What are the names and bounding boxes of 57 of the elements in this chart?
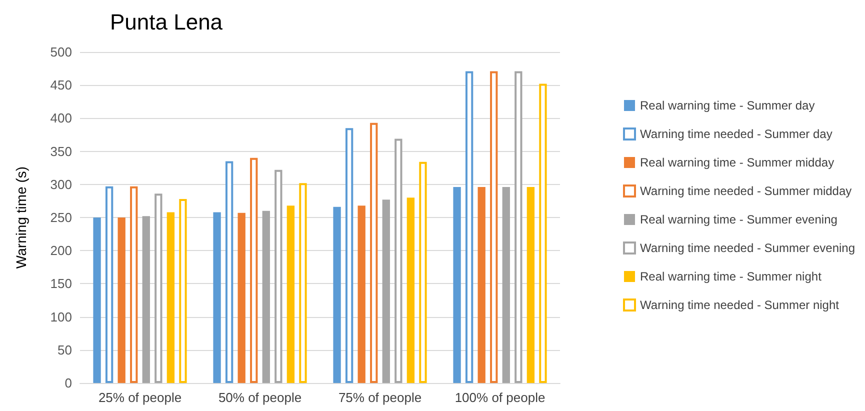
bar xyxy=(419,162,427,383)
x-tick-label: 100% of people xyxy=(454,390,546,405)
legend-label: Warning time needed - Summer day xyxy=(640,127,832,141)
y-tick-label: 150 xyxy=(50,276,72,292)
y-tick-label: 450 xyxy=(50,78,72,93)
bar xyxy=(465,71,474,383)
chart-title: Punta Lena xyxy=(110,10,224,34)
bar xyxy=(299,183,307,383)
bar xyxy=(502,187,510,383)
x-tick-label: 75% of people xyxy=(338,390,422,405)
bar xyxy=(142,216,150,383)
y-tick-label: 300 xyxy=(50,176,72,192)
y-tick-label: 50 xyxy=(58,342,72,358)
bar xyxy=(154,194,162,383)
y-axis-title: Warning time (s) xyxy=(13,166,29,269)
legend-label: Real warning time - Summer day xyxy=(640,98,815,112)
y-tick-label: 200 xyxy=(50,243,72,258)
bar xyxy=(514,71,522,383)
legend-label: Warning time needed - Summer evening xyxy=(640,241,856,255)
bar xyxy=(406,198,415,383)
legend-label: Real warning time - Summer night xyxy=(640,270,822,284)
bar xyxy=(370,122,378,383)
bar xyxy=(382,200,390,383)
legend-label: Warning time needed - Summer midday xyxy=(640,184,852,198)
legend-label: Warning time needed - Summer night xyxy=(640,298,840,312)
bar xyxy=(250,158,258,383)
y-tick-label: 400 xyxy=(50,110,72,126)
bar xyxy=(333,206,341,383)
bar xyxy=(478,187,486,383)
bar xyxy=(179,198,187,383)
x-tick-label: 50% of people xyxy=(218,390,302,405)
bar xyxy=(105,186,114,383)
x-tick-label: 25% of people xyxy=(98,390,182,405)
y-tick-label: 250 xyxy=(50,210,72,225)
bar xyxy=(274,170,282,383)
bar xyxy=(345,128,354,383)
bar xyxy=(225,161,234,383)
y-tick-label: 100 xyxy=(50,309,72,324)
bar xyxy=(286,206,295,383)
legend-label: Real warning time - Summer midday xyxy=(640,156,834,170)
bar xyxy=(539,84,547,383)
bar xyxy=(453,187,461,383)
bar xyxy=(358,206,366,383)
bar xyxy=(490,71,498,383)
bar xyxy=(118,218,126,383)
bar xyxy=(130,186,138,383)
bar xyxy=(166,212,175,383)
bar xyxy=(238,212,246,383)
bar xyxy=(213,212,221,383)
bar xyxy=(394,138,402,383)
bar xyxy=(526,187,535,383)
y-tick-label: 500 xyxy=(50,44,72,60)
legend-label: Real warning time - Summer evening xyxy=(640,212,838,226)
bar xyxy=(262,210,270,383)
y-tick-label: 0 xyxy=(64,376,72,390)
y-tick-label: 350 xyxy=(50,144,72,159)
bar xyxy=(93,218,101,383)
